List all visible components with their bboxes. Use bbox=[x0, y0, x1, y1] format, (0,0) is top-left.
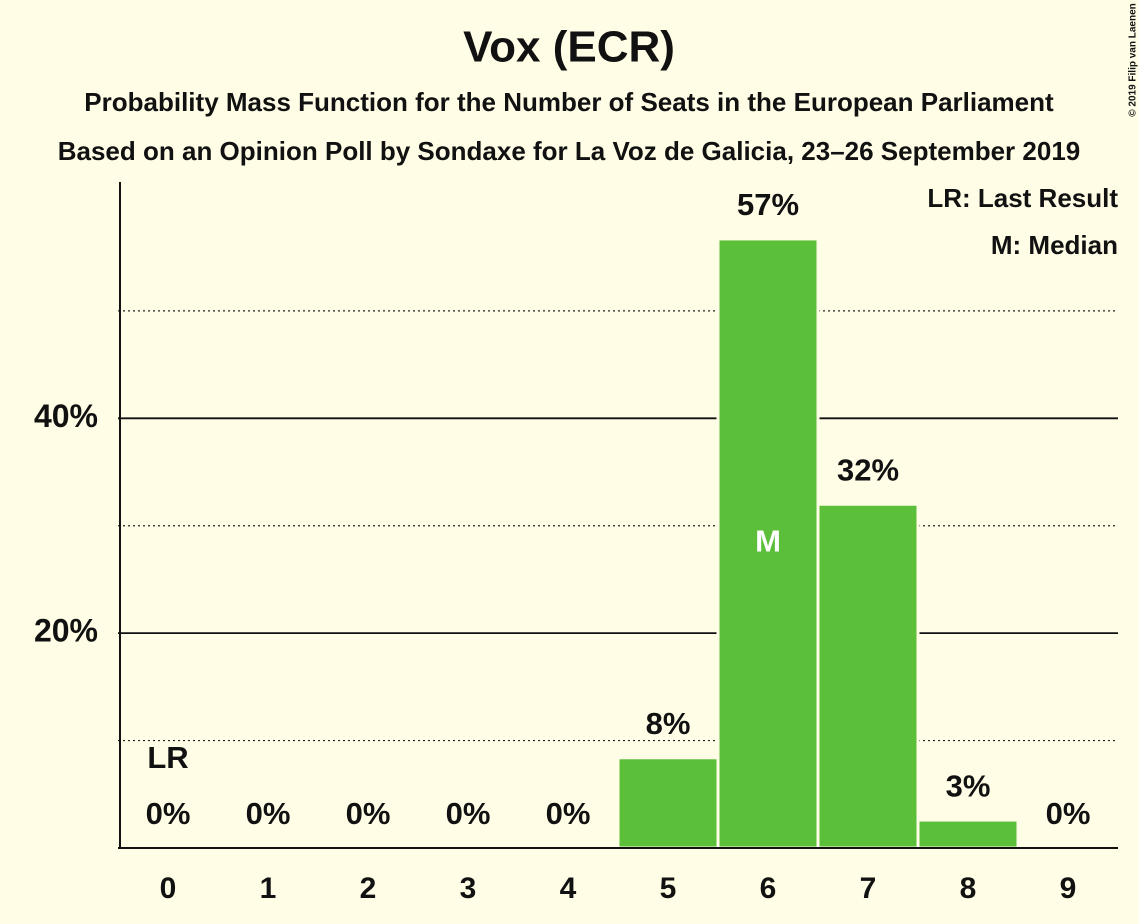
chart-title: Vox (ECR) bbox=[463, 23, 675, 72]
bar bbox=[916, 818, 1020, 850]
value-label: 0% bbox=[346, 796, 391, 831]
x-tick-label: 5 bbox=[660, 872, 677, 905]
x-tick-label: 3 bbox=[460, 872, 477, 905]
median-marker: M bbox=[755, 524, 781, 559]
legend-entry: LR: Last Result bbox=[927, 183, 1118, 213]
value-label: 3% bbox=[946, 768, 991, 803]
value-label: 0% bbox=[146, 796, 191, 831]
value-label: 0% bbox=[546, 796, 591, 831]
last-result-marker: LR bbox=[147, 740, 188, 775]
copyright: © 2019 Filip van Laenen bbox=[1128, 3, 1139, 117]
chart-subtitle: Probability Mass Function for the Number… bbox=[84, 87, 1054, 117]
value-label: 32% bbox=[837, 452, 899, 487]
value-label: 57% bbox=[737, 187, 799, 222]
bar bbox=[616, 756, 720, 850]
y-tick-label: 40% bbox=[34, 398, 98, 434]
value-label: 0% bbox=[1046, 796, 1091, 831]
x-tick-label: 8 bbox=[960, 872, 977, 905]
value-label: 0% bbox=[446, 796, 491, 831]
x-tick-label: 9 bbox=[1060, 872, 1077, 905]
legend-entry: M: Median bbox=[991, 230, 1118, 260]
y-tick-label: 20% bbox=[34, 613, 98, 649]
value-label: 8% bbox=[646, 706, 691, 741]
x-tick-label: 1 bbox=[260, 872, 277, 905]
x-tick-label: 2 bbox=[360, 872, 377, 905]
x-tick-label: 6 bbox=[760, 872, 777, 905]
x-tick-label: 4 bbox=[560, 872, 577, 905]
bar bbox=[816, 502, 920, 850]
value-label: 0% bbox=[246, 796, 291, 831]
x-tick-label: 0 bbox=[160, 872, 177, 905]
x-tick-label: 7 bbox=[860, 872, 877, 905]
chart-subtitle: Based on an Opinion Poll by Sondaxe for … bbox=[58, 136, 1081, 166]
